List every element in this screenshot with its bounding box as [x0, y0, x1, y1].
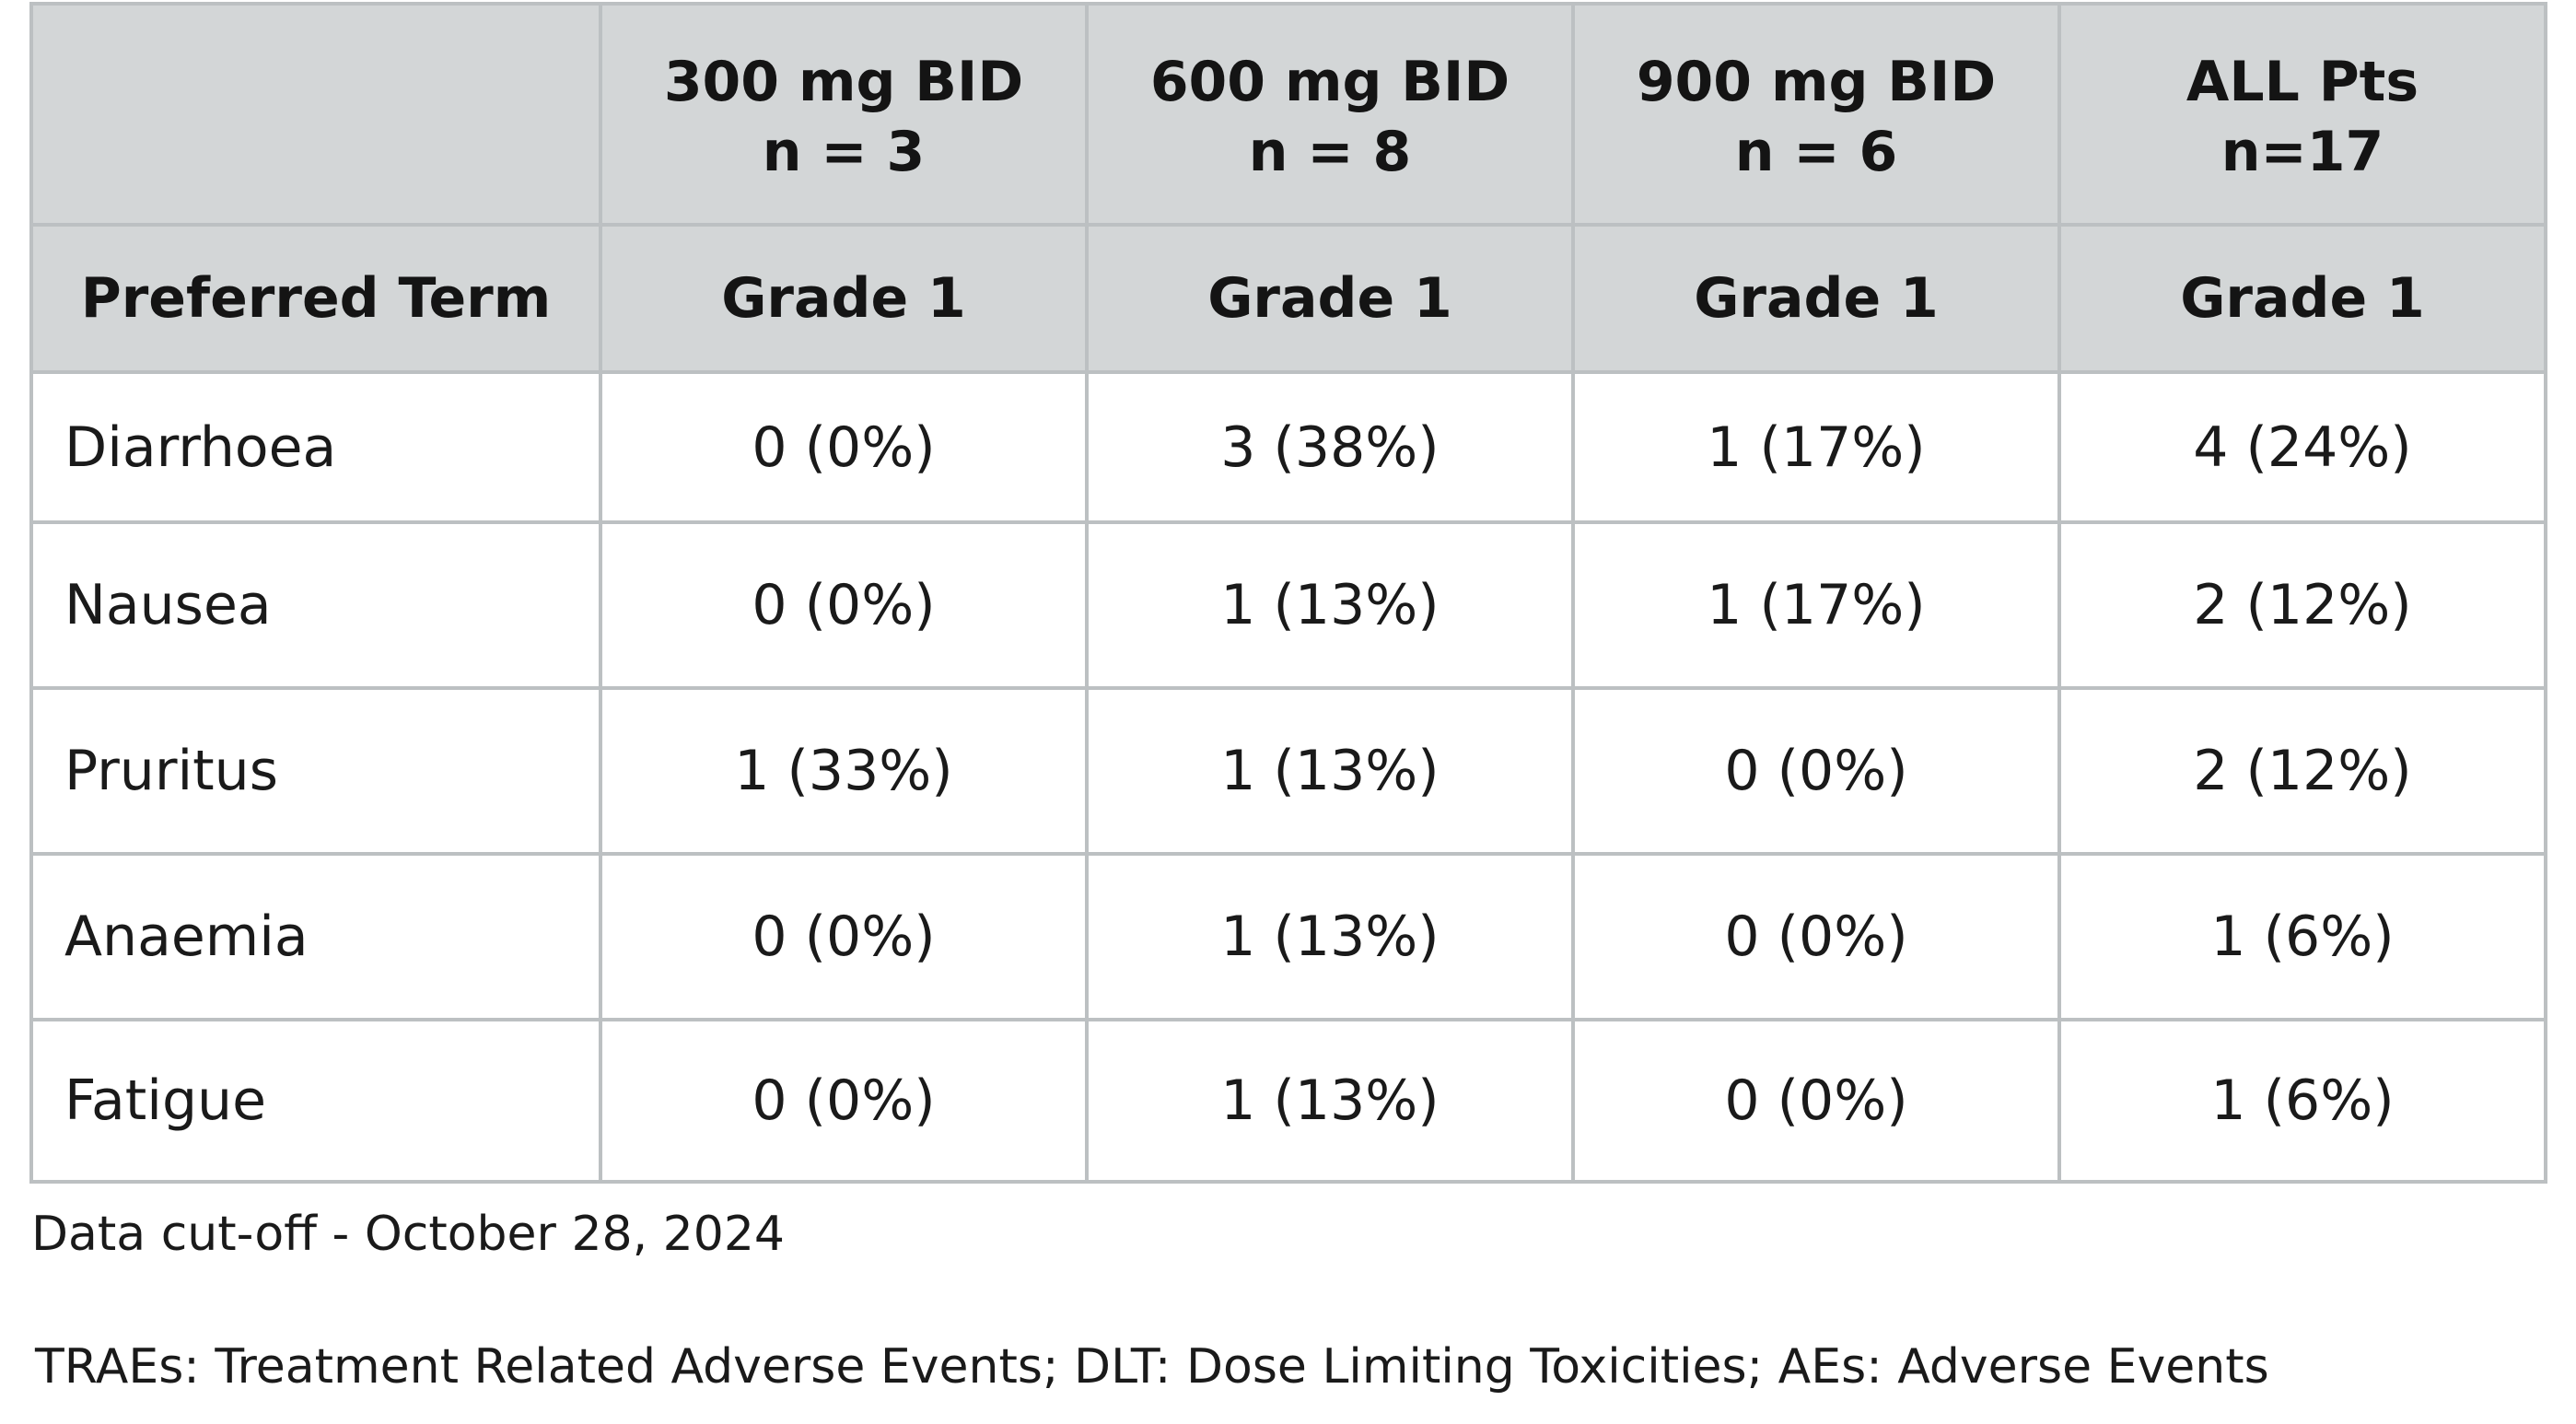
header-preferred-term: Preferred Term: [29, 223, 602, 374]
value-cell: 2 (12%): [2057, 520, 2547, 690]
value-cell: 0 (0%): [1571, 852, 2061, 1021]
header-grade: Grade 1: [2057, 223, 2547, 374]
value-cell: 2 (12%): [2057, 686, 2547, 856]
value-cell: 1 (6%): [2057, 852, 2547, 1021]
dose-label: 900 mg BID: [1636, 50, 1997, 114]
preferred-term-cell: Anaemia: [29, 852, 602, 1021]
patient-count: n=17: [2220, 120, 2384, 184]
header-dose-300: 300 mg BID n = 3: [599, 2, 1089, 227]
header-all-patients: ALL Pts n=17: [2057, 2, 2547, 227]
adverse-events-table: 300 mg BID n = 3 600 mg BID n = 8 900 mg…: [29, 2, 2547, 1184]
table-row: Fatigue 0 (0%) 1 (13%) 0 (0%) 1 (6%): [29, 1018, 2547, 1184]
value-cell: 0 (0%): [599, 1018, 1089, 1184]
header-dose-600: 600 mg BID n = 8: [1085, 2, 1575, 227]
header-corner-cell: [29, 2, 602, 227]
value-cell: 0 (0%): [1571, 1018, 2061, 1184]
value-cell: 0 (0%): [1571, 686, 2061, 856]
value-cell: 3 (38%): [1085, 370, 1575, 524]
preferred-term-cell: Diarrhoea: [29, 370, 602, 524]
preferred-term-cell: Nausea: [29, 520, 602, 690]
preferred-term-cell: Pruritus: [29, 686, 602, 856]
table-row: Diarrhoea 0 (0%) 3 (38%) 1 (17%) 4 (24%): [29, 370, 2547, 524]
header-dose-900: 900 mg BID n = 6: [1571, 2, 2061, 227]
value-cell: 0 (0%): [599, 520, 1089, 690]
data-cutoff-note: Data cut-off - October 28, 2024: [31, 1207, 786, 1262]
value-cell: 1 (17%): [1571, 370, 2061, 524]
table-row: Nausea 0 (0%) 1 (13%) 1 (17%) 2 (12%): [29, 520, 2547, 690]
value-cell: 1 (13%): [1085, 520, 1575, 690]
dose-label: ALL Pts: [2186, 50, 2419, 114]
dose-label: 300 mg BID: [663, 50, 1024, 114]
value-cell: 1 (13%): [1085, 686, 1575, 856]
header-grade: Grade 1: [599, 223, 1089, 374]
value-cell: 1 (33%): [599, 686, 1089, 856]
value-cell: 4 (24%): [2057, 370, 2547, 524]
abbreviations-footnote: TRAEs: Treatment Related Adverse Events;…: [35, 1339, 2269, 1395]
value-cell: 1 (6%): [2057, 1018, 2547, 1184]
patient-count: n = 6: [1734, 120, 1898, 184]
value-cell: 1 (17%): [1571, 520, 2061, 690]
patient-count: n = 8: [1248, 120, 1412, 184]
header-grade: Grade 1: [1571, 223, 2061, 374]
patient-count: n = 3: [762, 120, 926, 184]
value-cell: 1 (13%): [1085, 852, 1575, 1021]
preferred-term-cell: Fatigue: [29, 1018, 602, 1184]
table-row: Pruritus 1 (33%) 1 (13%) 0 (0%) 2 (12%): [29, 686, 2547, 856]
table-row: Anaemia 0 (0%) 1 (13%) 0 (0%) 1 (6%): [29, 852, 2547, 1021]
dose-label: 600 mg BID: [1149, 50, 1510, 114]
header-grade: Grade 1: [1085, 223, 1575, 374]
value-cell: 1 (13%): [1085, 1018, 1575, 1184]
grade-header-row: Preferred Term Grade 1 Grade 1 Grade 1 G…: [29, 223, 2547, 374]
dose-header-row: 300 mg BID n = 3 600 mg BID n = 8 900 mg…: [29, 2, 2547, 227]
value-cell: 0 (0%): [599, 370, 1089, 524]
value-cell: 0 (0%): [599, 852, 1089, 1021]
